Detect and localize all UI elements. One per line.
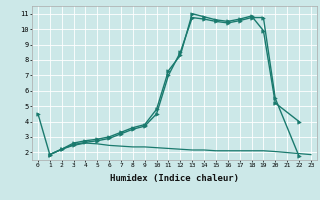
X-axis label: Humidex (Indice chaleur): Humidex (Indice chaleur) [110,174,239,183]
